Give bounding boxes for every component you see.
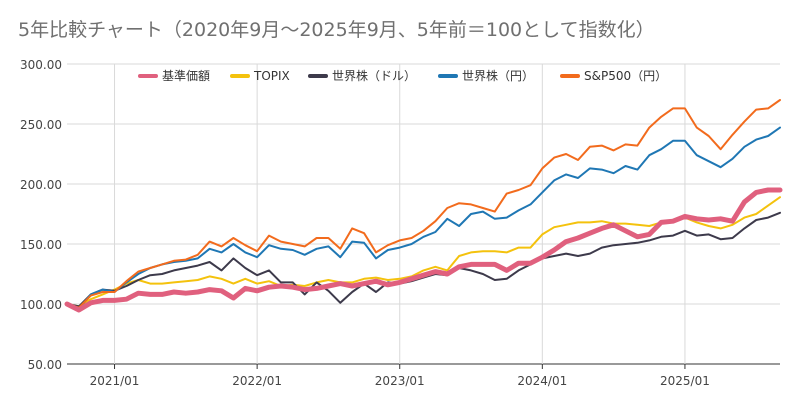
legend-item-2: 世界株（ドル） — [308, 68, 416, 83]
legend-item-4: S&P500（円） — [560, 69, 667, 83]
y-tick-label: 300.00 — [20, 58, 62, 72]
legend-item-1: TOPIX — [230, 69, 290, 83]
y-tick-label: 100.00 — [20, 298, 62, 312]
series-line-4 — [66, 99, 781, 309]
legend-label: 世界株（円） — [462, 68, 534, 83]
x-tick-label: 2023/01 — [375, 374, 425, 388]
legend: 基準価額 TOPIX 世界株（ドル） 世界株（円） S&P500（円） — [138, 68, 667, 83]
y-tick-label: 150.00 — [20, 238, 62, 252]
series-line-3 — [66, 126, 781, 310]
x-tick-label: 2024/01 — [517, 374, 567, 388]
y-tick-label: 250.00 — [20, 118, 62, 132]
series-layer — [64, 99, 783, 313]
x-tick-label: 2025/01 — [660, 374, 710, 388]
axis-layer: 50.00 100.00 150.00 200.00 250.00 300.00 2021/… — [20, 58, 710, 388]
x-tick-label: 2021/01 — [90, 374, 140, 388]
grid-layer — [67, 63, 780, 365]
legend-label: S&P500（円） — [584, 69, 667, 83]
legend-label: TOPIX — [253, 69, 290, 83]
y-tick-label: 50.00 — [28, 358, 62, 372]
series-line-0 — [64, 187, 783, 313]
y-tick-label: 200.00 — [20, 178, 62, 192]
chart-title: 5年比較チャート（2020年9月〜2025年9月、5年前＝100として指数化） — [18, 19, 655, 41]
legend-label: 世界株（ドル） — [332, 68, 416, 83]
legend-item-0: 基準価額 — [138, 68, 210, 83]
legend-label: 基準価額 — [162, 68, 210, 83]
x-tick-label: 2022/01 — [232, 374, 282, 388]
legend-item-3: 世界株（円） — [438, 68, 534, 83]
